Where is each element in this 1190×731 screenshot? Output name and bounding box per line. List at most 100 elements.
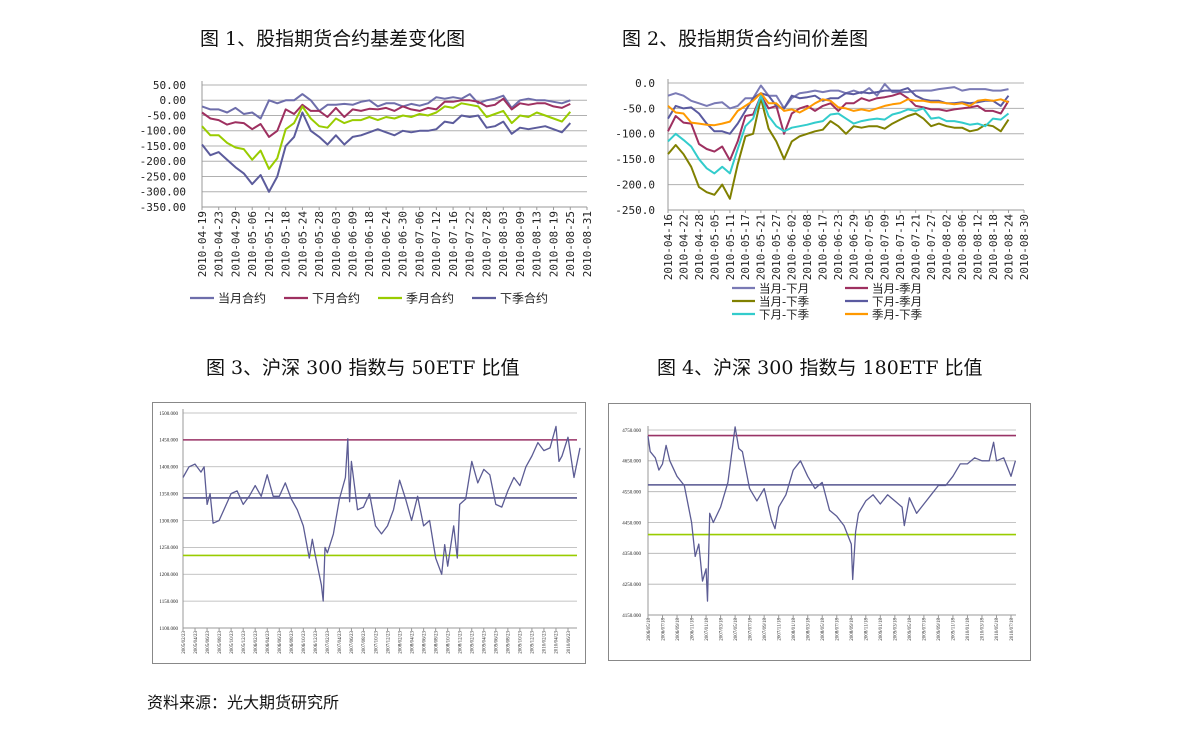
x-tick-label: 2010-05-24 — [296, 211, 309, 278]
legend-item: 下月-下季 — [732, 307, 810, 321]
x-tick-label: 2008/11/18 — [865, 618, 870, 641]
x-tick-label: 2010-07-21 — [910, 214, 923, 280]
x-tick-label: 2006/07/18 — [661, 618, 666, 641]
chart-1: 50.00 0.00 -50.00 -100.00 -150.00 -200.00 -250… — [140, 79, 594, 306]
x-tick-label: 2010/02/23 — [543, 631, 548, 654]
x-tick-label: 2008/07/18 — [836, 618, 841, 641]
x-tick-label: 2008/09/18 — [850, 618, 855, 641]
legend-label: 季月-下季 — [872, 307, 923, 321]
y-tick-label: 4250.000 — [622, 583, 641, 588]
x-tick-label: 2010-05-12 — [263, 211, 276, 277]
y-tick-label: 1500.000 — [159, 412, 178, 417]
x-tick-label: 2010-08-19 — [547, 211, 560, 277]
x-tick-label: 2007/09/18 — [763, 618, 768, 641]
y-tick-label: -150.00 — [140, 140, 186, 153]
x-tick-label: 2010/07/18 — [1010, 618, 1015, 641]
series-line-1 — [647, 426, 1017, 602]
x-tick-label: 2010-07-16 — [447, 211, 460, 277]
x-tick-label: 2005/10/23 — [230, 631, 235, 654]
y-tick-label: 1250.000 — [159, 546, 178, 551]
y-tick-label: 4150.000 — [622, 614, 641, 619]
x-tick-label: 2009/12/23 — [531, 631, 536, 654]
series-line-2 — [201, 97, 571, 138]
x-tick-label: 2010-06-03 — [330, 211, 343, 277]
x-tick-label: 2010-04-16 — [662, 214, 675, 280]
x-tick-label: 2010-08-09 — [514, 211, 527, 277]
x-tick-label: 2006/06/23 — [278, 631, 283, 654]
x-tick-label: 2010-06-17 — [817, 214, 830, 280]
y-tick-label: -100.00 — [140, 125, 186, 138]
x-tick-label: 2009/05/18 — [908, 618, 913, 641]
y-tick-label: 0.0 — [635, 77, 655, 90]
y-tick-label: -350.00 — [140, 201, 186, 214]
x-tick-label: 2007/10/23 — [374, 631, 379, 654]
x-tick-label: 2010-08-02 — [940, 214, 953, 280]
x-tick-label: 2010-06-02 — [786, 214, 799, 280]
y-tick-label: -50.0 — [622, 102, 655, 115]
x-tick-label: 2010-07-27 — [925, 214, 938, 280]
y-tick-label: -200.00 — [140, 155, 186, 168]
figure-1-title: 图 1、股指期货合约基差变化图 — [200, 28, 466, 50]
x-tick-label: 2010-04-23 — [213, 211, 226, 277]
x-tick-label: 2010-06-30 — [397, 211, 410, 277]
x-tick-label: 2007/01/18 — [705, 618, 710, 641]
x-tick-label: 2005/06/23 — [206, 631, 211, 654]
y-tick-label: 1400.000 — [159, 466, 178, 471]
y-tick-label: 1100.000 — [159, 627, 178, 632]
x-tick-label: 2010-04-22 — [677, 214, 690, 280]
x-tick-label: 2009/01/18 — [879, 618, 884, 641]
x-tick-label: 2006/10/23 — [302, 631, 307, 654]
x-tick-label: 2010-08-06 — [956, 214, 969, 280]
x-tick-label: 2009/09/18 — [937, 618, 942, 641]
x-tick-label: 2010-08-24 — [1002, 214, 1015, 281]
series-line-2 — [667, 92, 1010, 162]
x-tick-label: 2005/08/23 — [218, 631, 223, 654]
x-tick-label: 2010-06-09 — [347, 211, 360, 277]
y-tick-label: -100.0 — [615, 128, 655, 141]
x-tick-label: 2008/12/23 — [458, 631, 463, 654]
x-tick-label: 2010-05-06 — [246, 211, 259, 277]
legend-label: 当月-季月 — [872, 281, 922, 295]
y-tick-label: 1450.000 — [159, 439, 178, 444]
x-tick-label: 2009/03/18 — [894, 618, 899, 641]
x-tick-label: 2010/03/18 — [981, 618, 986, 641]
series-line-1 — [182, 425, 581, 602]
x-tick-label: 2010-07-28 — [480, 211, 493, 277]
x-tick-label: 2010-06-23 — [832, 214, 845, 280]
y-tick-label: 1200.000 — [159, 573, 178, 578]
series-line-3 — [201, 102, 572, 170]
legend-label: 下月-季月 — [872, 294, 922, 308]
x-tick-label: 2010-07-05 — [863, 214, 876, 280]
x-tick-label: 2009/11/18 — [952, 618, 957, 641]
x-tick-label: 2006/08/23 — [290, 631, 295, 654]
x-tick-label: 2007/04/23 — [338, 631, 343, 654]
series-line-5 — [667, 94, 1010, 175]
legend-item: 季月合约 — [378, 291, 454, 306]
x-tick-label: 2008/08/23 — [434, 631, 439, 654]
y-tick-label: 0.00 — [160, 94, 187, 107]
y-tick-label: -200.0 — [615, 178, 655, 191]
x-tick-label: 2007/05/18 — [734, 618, 739, 641]
x-tick-label: 2010-05-05 — [708, 214, 721, 280]
x-tick-label: 2010-06-18 — [363, 211, 376, 277]
x-tick-label: 2008/06/23 — [422, 631, 427, 654]
x-tick-label: 2010-05-18 — [280, 211, 293, 277]
figure-4-frame — [608, 403, 1031, 661]
x-tick-label: 2010-08-25 — [564, 211, 577, 277]
x-tick-label: 2009/10/23 — [519, 631, 524, 654]
x-tick-label: 2009/08/23 — [507, 631, 512, 654]
series-line-6 — [667, 92, 1009, 127]
figure-3-frame — [152, 402, 586, 664]
series-line-1 — [201, 93, 571, 120]
x-tick-label: 2006/04/23 — [266, 631, 271, 654]
x-tick-label: 2010/04/23 — [555, 631, 560, 654]
y-tick-label: -250.0 — [615, 204, 655, 217]
x-tick-label: 2010-07-15 — [894, 214, 907, 280]
figure-3-title: 图 3、沪深 300 指数与 50ETF 比值 — [206, 357, 520, 379]
y-tick-label: -250.00 — [140, 170, 186, 183]
x-tick-label: 2005/04/23 — [194, 631, 199, 654]
y-tick-label: 4450.000 — [622, 521, 641, 526]
series-line-1 — [667, 83, 1009, 110]
series-line-3 — [667, 97, 1010, 200]
y-tick-label: 1300.000 — [159, 519, 178, 524]
